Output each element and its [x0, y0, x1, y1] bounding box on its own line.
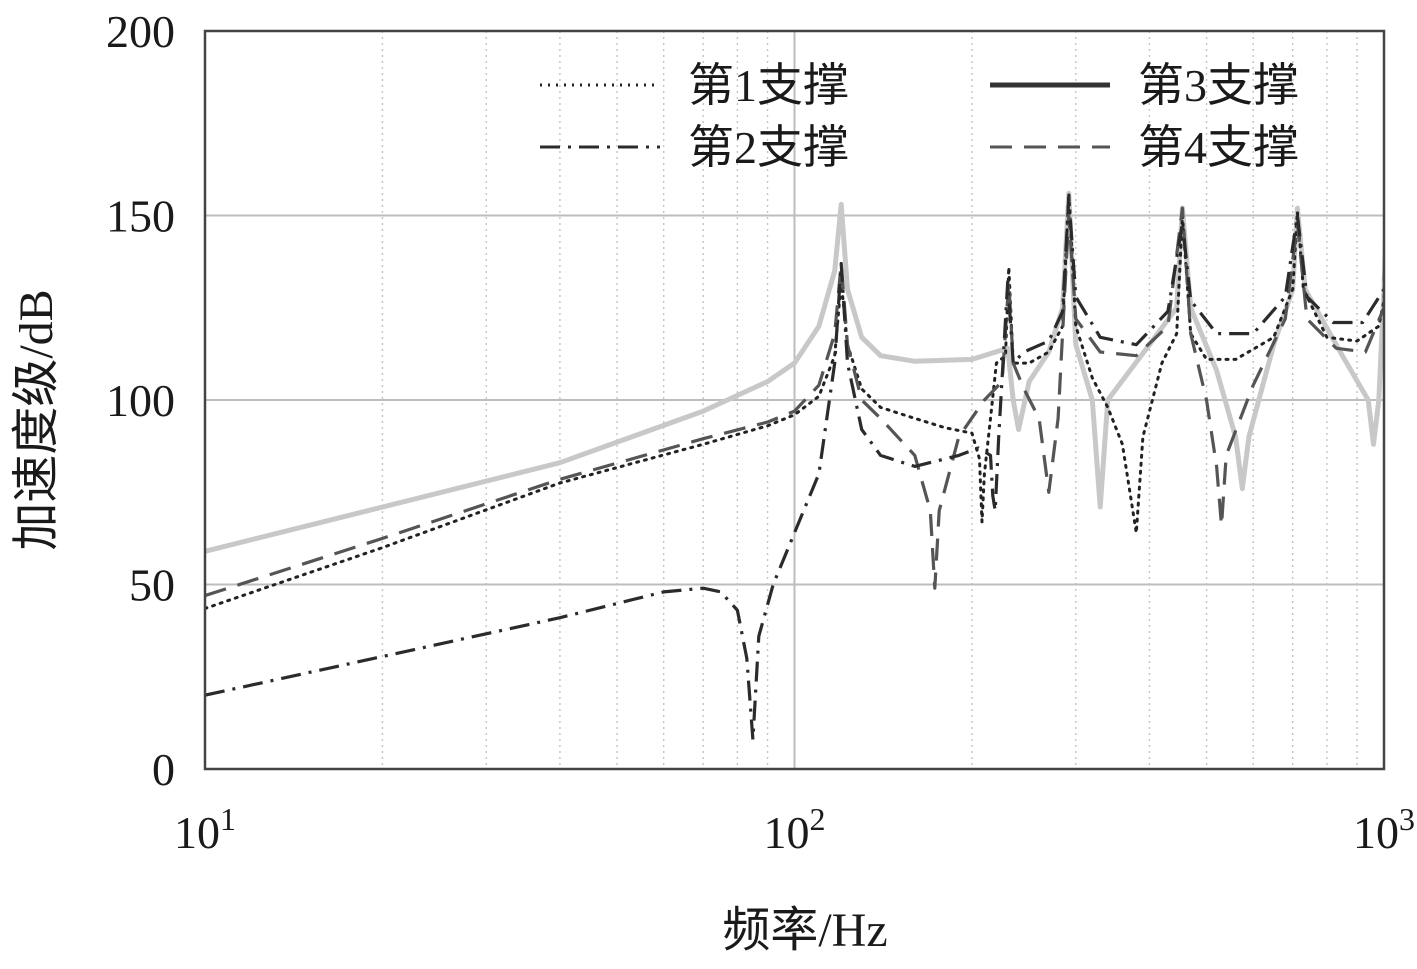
legend-label-3: 第3支撑 — [1138, 60, 1299, 111]
x-tick-label: 103 — [1353, 801, 1415, 858]
series-line-3 — [205, 190, 1384, 554]
legend-label-2: 第2支撑 — [688, 122, 849, 173]
x-tick-labels: 101 102 103 — [174, 801, 1415, 858]
series-lines — [205, 190, 1384, 742]
series-line-4 — [205, 206, 1384, 598]
y-tick-label: 200 — [106, 6, 175, 57]
x-tick-label: 101 — [174, 801, 236, 858]
plot-frame — [203, 29, 1386, 771]
y-tick-label: 150 — [106, 191, 175, 242]
x-tick-label: 102 — [764, 801, 826, 858]
y-tick-labels: 0 50 100 150 200 — [106, 6, 175, 795]
x-axis-title: 频率/Hz — [722, 904, 887, 957]
y-axis-title: 加速度级/dB — [10, 289, 63, 550]
legend-label-1: 第1支撑 — [688, 60, 849, 111]
series-line-2 — [205, 195, 1384, 742]
y-tick-label: 50 — [129, 560, 175, 611]
legend-label-4: 第4支撑 — [1138, 122, 1299, 173]
series-line-1 — [205, 191, 1384, 610]
y-tick-label: 100 — [106, 375, 175, 426]
y-tick-label: 0 — [152, 744, 175, 795]
